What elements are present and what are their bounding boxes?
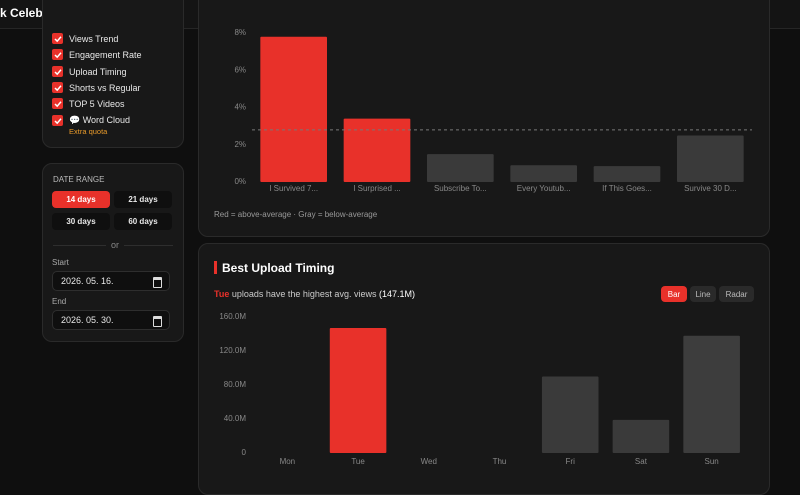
title-accent (214, 261, 217, 274)
checkbox (52, 115, 63, 126)
bar (541, 376, 599, 453)
x-tick-label: Mon (280, 457, 296, 466)
end-date: 2026. 05. 30. (61, 315, 114, 325)
y-tick-label: 40.0M (224, 414, 247, 423)
bar (510, 165, 577, 182)
best-value: (147.1M) (378, 289, 415, 299)
start-date-input[interactable]: 2026. 05. 16. (52, 271, 170, 291)
bar (260, 36, 327, 182)
check-icon (53, 117, 62, 124)
y-tick-label: 8% (234, 28, 246, 37)
checkbox (52, 33, 63, 44)
calendar-icon (153, 277, 162, 288)
y-tick-label: 4% (234, 103, 246, 112)
x-tick-label: Sun (705, 457, 719, 466)
x-tick-label: Survive 30 D... (684, 184, 736, 193)
bar (683, 335, 740, 453)
section-label: TOP 5 Videos (69, 98, 125, 109)
section-checkbox[interactable]: Engagement Rate (52, 49, 142, 60)
x-tick-label: I Survived 7... (269, 184, 318, 193)
view-option[interactable]: Radar (719, 286, 754, 302)
x-tick-label: I Surprised ... (353, 184, 401, 193)
checkbox (52, 82, 63, 93)
best-day: Tue (214, 289, 230, 299)
section-checkbox[interactable]: TOP 5 Videos (52, 98, 125, 109)
subtitle-text: uploads have the highest avg. views (231, 289, 377, 299)
x-tick-label: Every Youtub... (517, 184, 571, 193)
y-tick-label: 0% (234, 177, 246, 186)
chart-title: Best Upload Timing (222, 261, 335, 275)
calendar-icon (153, 316, 162, 327)
y-tick-label: 160.0M (219, 312, 246, 321)
section-checkbox[interactable]: 💬 Word Cloud (52, 115, 130, 126)
or-label: or (106, 240, 125, 250)
chart-subtitle: Tue uploads have the highest avg. views … (214, 289, 415, 299)
y-tick-label: 80.0M (224, 380, 247, 389)
section-label: Upload Timing (69, 66, 127, 77)
section-label: Views Trend (69, 33, 119, 44)
check-icon (53, 35, 62, 42)
bar (343, 118, 411, 182)
check-icon (53, 68, 62, 75)
x-tick-label: Subscribe To... (434, 184, 487, 193)
x-tick-label: Sat (635, 457, 648, 466)
date-option[interactable]: 14 days (52, 191, 110, 208)
date-option[interactable]: 21 days (114, 191, 172, 208)
date-option[interactable]: 60 days (114, 213, 172, 230)
end-date-input[interactable]: 2026. 05. 30. (52, 310, 170, 330)
y-tick-label: 6% (234, 65, 246, 74)
sections-panel (42, 0, 184, 148)
date-range-title: DATE RANGE (53, 175, 105, 184)
extra-quota: Extra quota (69, 127, 108, 136)
checkbox (52, 49, 63, 60)
chart-note: Red = above-average · Gray = below-avera… (214, 210, 378, 219)
bar (427, 154, 494, 182)
bar (329, 327, 387, 453)
x-tick-label: Tue (351, 457, 365, 466)
check-icon (53, 84, 62, 91)
check-icon (53, 51, 62, 58)
start-date: 2026. 05. 16. (61, 276, 114, 286)
y-tick-label: 0 (242, 448, 247, 457)
end-label: End (52, 297, 67, 306)
date-option[interactable]: 30 days (52, 213, 110, 230)
checkbox (52, 66, 63, 77)
view-option[interactable]: Line (690, 286, 716, 302)
check-icon (53, 100, 62, 107)
bar (593, 166, 661, 182)
section-label: Shorts vs Regular (69, 82, 141, 93)
section-label: 💬 Word Cloud (69, 115, 131, 125)
x-tick-label: Thu (493, 457, 507, 466)
x-tick-label: Wed (421, 457, 437, 466)
x-tick-label: If This Goes... (602, 184, 652, 193)
y-tick-label: 120.0M (219, 346, 246, 355)
checkbox (52, 98, 63, 109)
bar (612, 419, 670, 453)
section-checkbox[interactable]: Views Trend (52, 33, 118, 44)
section-checkbox[interactable]: Upload Timing (52, 66, 127, 77)
section-label: Engagement Rate (69, 49, 142, 60)
bar (677, 135, 744, 182)
charts: 0% 2% 4% 6% 8% I Survived 7... I Surprised ...… (219, 28, 752, 466)
x-tick-label: Fri (566, 457, 576, 466)
view-option[interactable]: Bar (661, 286, 687, 302)
brand: k Celeb (0, 6, 43, 20)
y-tick-label: 2% (234, 140, 246, 149)
start-label: Start (52, 258, 69, 267)
upload-timing-panel (198, 243, 770, 495)
section-checkbox[interactable]: Shorts vs Regular (52, 82, 141, 93)
